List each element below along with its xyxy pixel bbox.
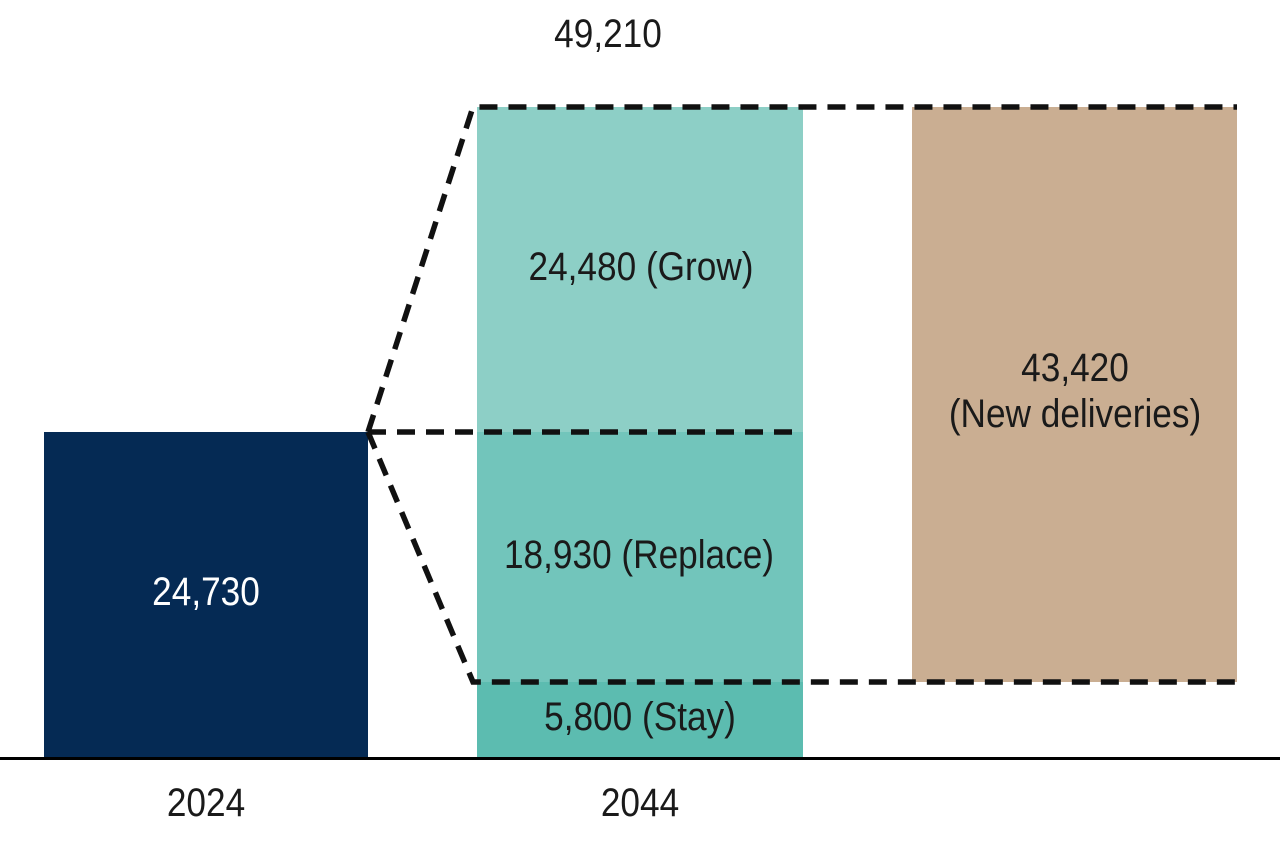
x-axis-tick-2024: 2024 bbox=[166, 781, 246, 825]
segment-grow-label: 24,480 (Grow) bbox=[528, 245, 754, 289]
bar-2044-segment-stay bbox=[477, 682, 803, 757]
segment-replace-label: 18,930 (Replace) bbox=[503, 533, 775, 577]
segment-stay-label: 5,800 (Stay) bbox=[544, 695, 736, 739]
total-label-2044: 49,210 bbox=[554, 12, 662, 56]
bar-new-deliveries-label-value: 43,420 bbox=[1021, 346, 1129, 390]
bar-new-deliveries-label: 43,420 (New deliveries) bbox=[949, 345, 1201, 437]
x-axis-tick-2044: 2044 bbox=[600, 781, 680, 825]
x-axis-line bbox=[0, 757, 1280, 760]
bar-2024 bbox=[44, 432, 368, 757]
bar-2024-value-label: 24,730 bbox=[152, 570, 260, 614]
bar-new-deliveries-label-name: (New deliveries) bbox=[948, 392, 1202, 436]
